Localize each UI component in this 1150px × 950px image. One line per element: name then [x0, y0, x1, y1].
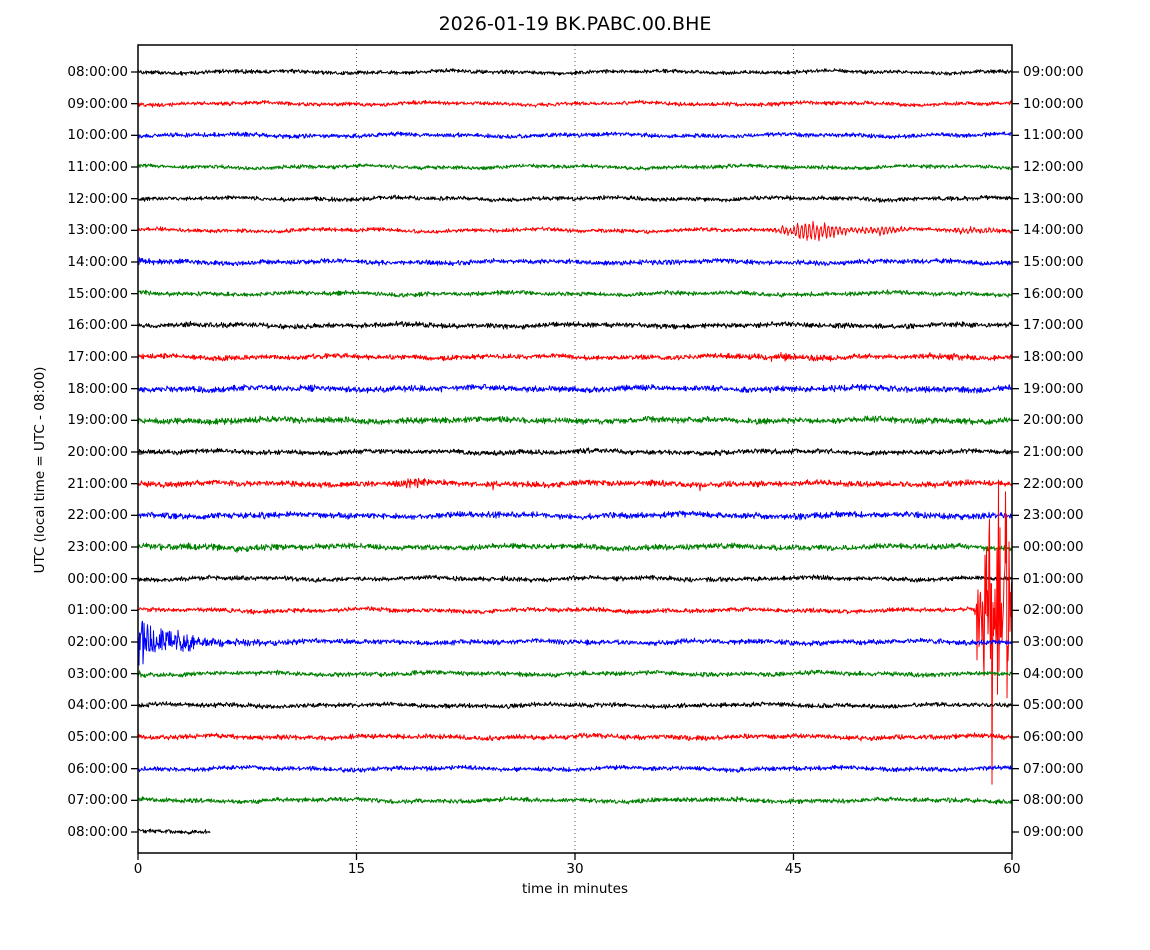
utc-time-label-left: 05:00:00 [67, 729, 128, 745]
utc-time-label-left: 11:00:00 [67, 159, 128, 175]
utc-time-label-left: 02:00:00 [67, 634, 128, 650]
utc-time-label-left: 16:00:00 [67, 317, 128, 334]
utc-time-label-left: 22:00:00 [67, 507, 128, 524]
x-axis-label: time in minutes [521, 881, 629, 897]
utc-time-label-right: 23:00:00 [1023, 507, 1084, 524]
utc-time-label-left: 23:00:00 [67, 539, 128, 555]
seismic-trace-row-24 [137, 828, 211, 835]
seismic-trace-row-19 [137, 669, 1013, 679]
utc-time-label-right: 14:00:00 [1023, 222, 1084, 239]
x-tick-label-30: 30 [566, 861, 584, 877]
utc-time-label-left: 00:00:00 [67, 570, 128, 587]
utc-time-label-left: 21:00:00 [67, 475, 128, 492]
seismic-trace-row-17 [137, 479, 1013, 785]
seismic-trace-row-15 [137, 542, 1013, 553]
utc-time-label-right: 04:00:00 [1023, 665, 1084, 682]
utc-time-label-left: 12:00:00 [67, 190, 128, 207]
utc-time-label-right: 13:00:00 [1023, 190, 1084, 207]
seismic-trace-row-7 [137, 289, 1013, 298]
seismic-trace-row-4 [137, 194, 1013, 203]
utc-time-label-right: 06:00:00 [1023, 729, 1084, 745]
seismic-trace-row-20 [137, 701, 1013, 710]
seismic-trace-row-16 [137, 574, 1013, 583]
utc-time-label-right: 09:00:00 [1023, 64, 1084, 80]
utc-time-label-right: 07:00:00 [1023, 760, 1084, 777]
utc-time-label-right: 08:00:00 [1023, 792, 1084, 809]
seismic-trace-row-3 [137, 163, 1013, 171]
utc-time-label-left: 13:00:00 [67, 222, 128, 239]
utc-time-label-left: 10:00:00 [67, 127, 128, 144]
utc-time-label-right: 12:00:00 [1023, 159, 1084, 175]
utc-time-label-left: 07:00:00 [67, 792, 128, 809]
utc-time-label-left: 18:00:00 [67, 380, 128, 397]
utc-time-label-right: 21:00:00 [1023, 444, 1084, 460]
utc-time-label-right: 20:00:00 [1023, 412, 1084, 429]
x-tick-label-60: 60 [1003, 861, 1021, 877]
seismic-trace-row-5 [137, 220, 1013, 242]
utc-time-label-left: 01:00:00 [67, 602, 128, 619]
seismic-trace-row-2 [137, 131, 1013, 140]
utc-time-label-left: 08:00:00 [67, 824, 128, 840]
utc-time-label-right: 00:00:00 [1023, 539, 1084, 555]
utc-time-label-left: 09:00:00 [67, 95, 128, 112]
utc-time-label-left: 03:00:00 [67, 665, 128, 682]
utc-time-label-right: 05:00:00 [1023, 697, 1084, 714]
figure-title: 2026-01-19 BK.PABC.00.BHE [438, 13, 712, 35]
seismic-trace-row-23 [137, 796, 1013, 805]
utc-time-label-right: 16:00:00 [1023, 285, 1084, 302]
utc-time-label-left: 06:00:00 [67, 760, 128, 777]
utc-time-label-left: 15:00:00 [67, 285, 128, 302]
utc-time-label-right: 01:00:00 [1023, 570, 1084, 587]
utc-time-label-right: 19:00:00 [1023, 380, 1084, 397]
x-tick-label-15: 15 [347, 861, 366, 877]
utc-time-label-right: 15:00:00 [1023, 254, 1084, 270]
seismic-trace-row-0 [137, 68, 1013, 76]
seismic-trace-row-14 [137, 510, 1013, 521]
seismic-trace-row-11 [137, 415, 1013, 426]
utc-time-label-left: 20:00:00 [67, 444, 128, 460]
utc-time-label-left: 08:00:00 [67, 64, 128, 80]
seismic-trace-row-21 [137, 732, 1013, 742]
utc-time-label-left: 04:00:00 [67, 697, 128, 714]
seismic-trace-row-13 [137, 477, 1013, 492]
seismic-trace-row-6 [137, 257, 1013, 267]
seismic-trace-row-10 [137, 383, 1013, 394]
utc-time-label-right: 18:00:00 [1023, 349, 1084, 365]
x-tick-label-45: 45 [784, 861, 803, 877]
seismic-trace-row-22 [137, 764, 1013, 774]
utc-time-label-right: 22:00:00 [1023, 475, 1084, 492]
utc-time-label-right: 10:00:00 [1023, 95, 1084, 112]
utc-time-label-right: 03:00:00 [1023, 634, 1084, 650]
utc-time-label-left: 17:00:00 [67, 349, 128, 365]
utc-time-label-left: 14:00:00 [67, 254, 128, 270]
seismic-trace-row-9 [137, 352, 1013, 362]
utc-time-label-right: 17:00:00 [1023, 317, 1084, 334]
seismic-trace-row-18 [137, 620, 1013, 666]
utc-time-label-left: 19:00:00 [67, 412, 128, 429]
seismic-trace-row-8 [137, 320, 1013, 330]
x-tick-label-0: 0 [133, 861, 143, 877]
seismic-trace-row-1 [137, 99, 1013, 108]
utc-time-label-right: 11:00:00 [1023, 127, 1084, 144]
utc-time-label-right: 09:00:00 [1023, 824, 1084, 840]
utc-time-label-right: 02:00:00 [1023, 602, 1084, 619]
seismic-trace-row-12 [137, 447, 1013, 457]
